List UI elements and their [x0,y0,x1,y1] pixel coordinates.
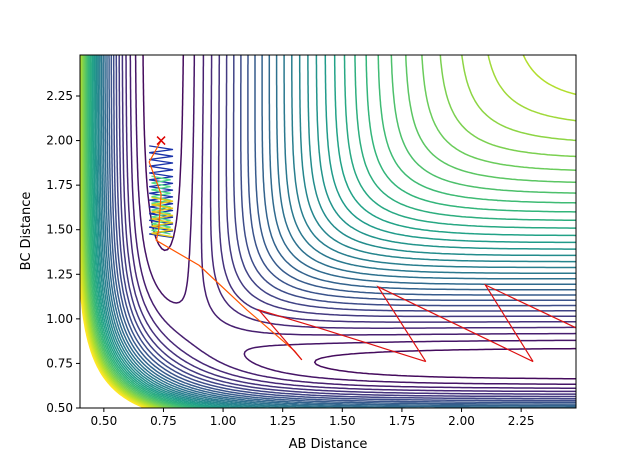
y-tick-label: 1.75 [46,178,73,192]
contour-level [86,55,576,408]
x-axis-ticks: 0.50 0.75 1.00 1.25 1.50 1.75 2.00 2.25 [90,408,535,428]
x-tick-label: 2.25 [508,414,535,428]
contour-level [80,283,146,408]
contour-level [100,55,576,408]
y-tick-label: 1.25 [46,267,73,281]
contour-level [90,55,576,408]
contour-level [80,245,152,408]
plot-frame [79,54,577,409]
contour-level [85,55,576,408]
contour-level [80,207,155,408]
x-tick-label: 1.50 [329,414,356,428]
contour-level [110,55,576,404]
contour-level [89,55,576,408]
contour-level [93,55,576,408]
start-marker [156,136,166,146]
y-tick-label: 1.50 [46,223,73,237]
contour-level [80,55,576,408]
x-axis-label: AB Distance [289,437,368,452]
trajectory-path-1 [148,140,303,361]
contour-level [134,55,576,385]
y-tick-label: 2.25 [46,89,73,103]
contour-level [108,55,576,405]
contour-level [97,55,576,408]
y-tick-label: 0.50 [46,401,73,415]
y-axis-label: BC Distance [19,192,34,271]
contour-level [91,55,576,408]
y-tick-label: 0.75 [46,356,73,370]
contour-level [112,55,576,402]
contour-level [106,55,576,407]
x-tick-label: 1.25 [269,414,296,428]
contour-level [118,55,576,398]
x-tick-label: 1.00 [210,414,237,428]
y-tick-label: 2.00 [46,134,73,148]
trajectory-path-4 [483,283,576,362]
x-tick-label: 0.50 [90,414,117,428]
contour-level [80,267,149,408]
contour-level [94,55,576,408]
x-tick-label: 1.75 [389,414,416,428]
contour-level [129,55,576,389]
contour-level [121,55,576,395]
contour-level [81,55,576,408]
trajectory-lines [148,140,576,363]
contour-level [104,55,576,408]
trajectory-path-3 [376,285,534,363]
x-tick-label: 0.75 [150,414,177,428]
contour-level [102,55,576,408]
y-axis-ticks: 0.50 0.75 1.00 1.25 1.50 1.75 2.00 2.25 [46,89,80,415]
contour-level [84,55,576,408]
contour-level [125,55,576,393]
contour-level [87,55,576,408]
x-tick-label: 2.00 [448,414,475,428]
contour-level [99,55,576,408]
contour-level [83,55,576,408]
start-marker-stroke [156,136,166,146]
contour-lines [80,55,576,408]
contour-level [82,55,576,408]
y-tick-label: 1.00 [46,312,73,326]
contour-level [142,55,576,380]
trajectory-oscillation-2 [151,175,171,235]
trajectory-oscillation-3 [151,196,174,238]
contour-level [95,55,576,408]
trajectory-path-2 [257,308,426,363]
